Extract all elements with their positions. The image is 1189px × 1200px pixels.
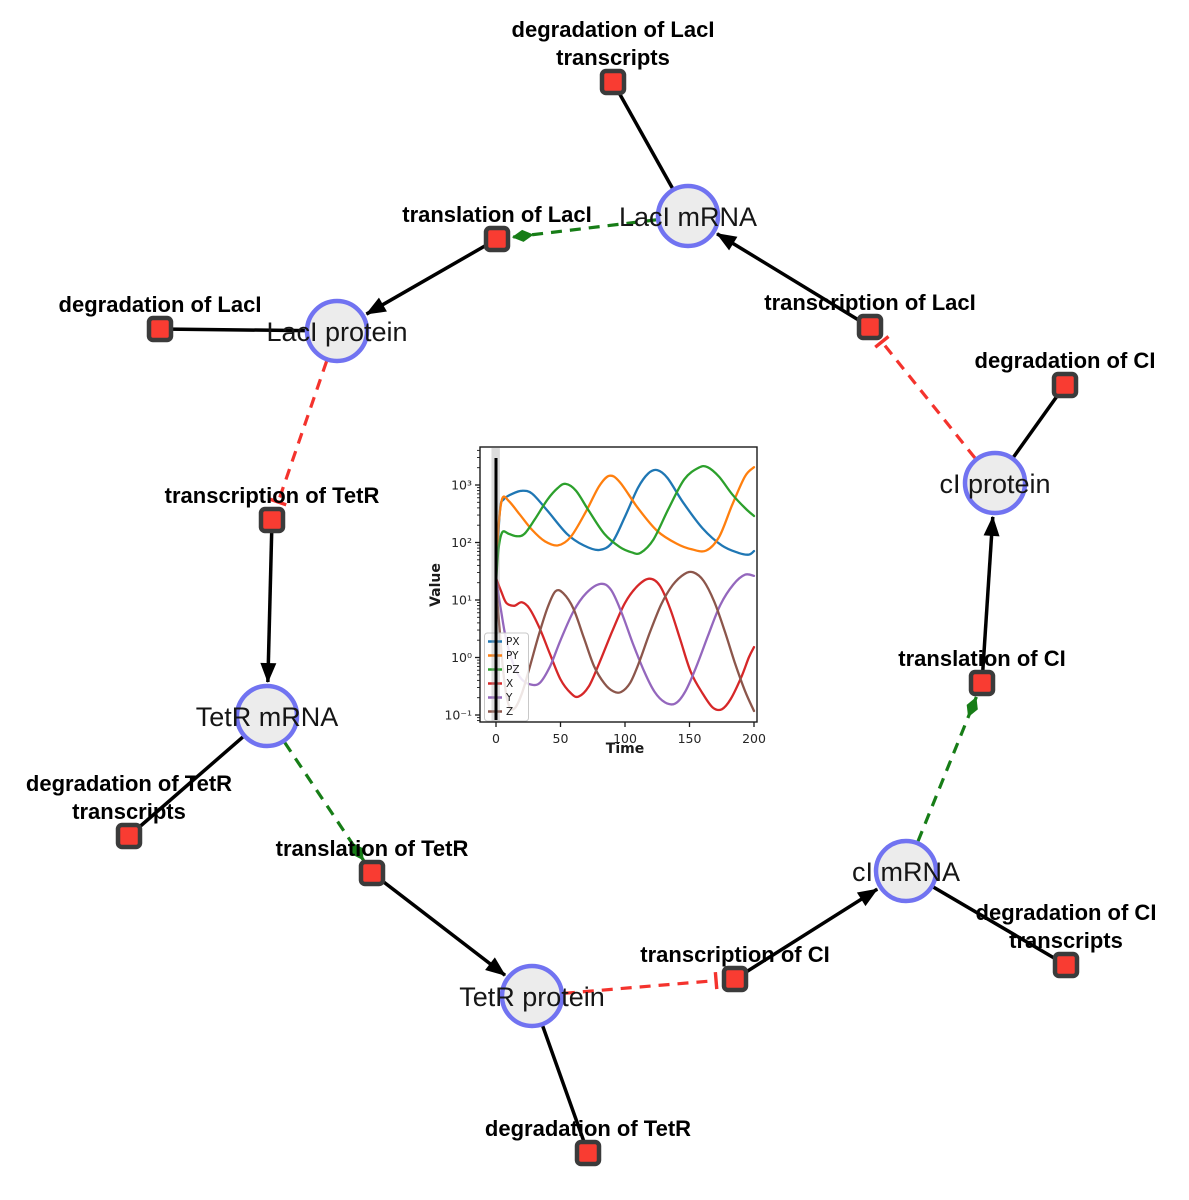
reaction-label-deg_LacI_tx-line0: degradation of LacI <box>512 17 715 42</box>
nodes-layer <box>115 68 1080 1167</box>
edge-inhibition-TetR_protein-tx_CI <box>563 971 719 995</box>
edge-production-transl_TetR-TetR_protein <box>370 871 507 977</box>
reaction-node-transl_LacI[interactable] <box>483 225 511 253</box>
chart-series-X <box>494 576 756 712</box>
reaction-label-tx_LacI-line0: transcription of LacI <box>764 290 975 315</box>
y-tick-label: 10⁻¹ <box>444 708 472 723</box>
chart-series-PY <box>494 466 756 582</box>
y-axis-title: Value <box>428 563 444 607</box>
reaction-label-transl_CI-line0: translation of CI <box>898 646 1065 671</box>
reaction-node-transl_CI[interactable] <box>968 669 996 697</box>
species-label-cI_protein: cI protein <box>939 469 1050 499</box>
legend-label-PZ: PZ <box>506 664 520 676</box>
reaction-node-tx_LacI[interactable] <box>856 313 884 341</box>
edges-layer <box>127 81 1067 1154</box>
chart-series-Z <box>494 570 756 713</box>
reaction-label-deg_CI_tx-line1: transcripts <box>1009 928 1123 953</box>
x-tick-label: 50 <box>553 731 569 746</box>
inset-chart: PX PY PZ XYZ 0 50 100 150 200 10³ 10² 10¹ 10⁰ 10⁻¹ Tim… <box>428 446 766 757</box>
y-tick-label: 10⁰ <box>451 650 472 665</box>
species-node-LacI_protein[interactable] <box>304 298 370 364</box>
reaction-node-tx_TetR[interactable] <box>258 506 286 534</box>
legend-label-Y: Y <box>505 692 513 704</box>
chart-plot-area <box>494 464 756 713</box>
species-label-LacI_protein: LacI protein <box>266 317 407 347</box>
reaction-node-transl_TetR[interactable] <box>358 859 386 887</box>
y-tick-label: 10³ <box>451 478 472 493</box>
x-tick-label: 0 <box>492 731 500 746</box>
y-tick-label: 10² <box>451 535 472 550</box>
reaction-node-deg_CI[interactable] <box>1051 371 1079 399</box>
chart-legend: PX PY PZ XYZ <box>484 632 529 722</box>
reaction-label-deg_CI_tx-line0: degradation of CI <box>976 900 1157 925</box>
legend-label-X: X <box>506 678 513 690</box>
x-tick-label: 200 <box>742 731 766 746</box>
species-label-TetR_mRNA: TetR mRNA <box>196 702 339 732</box>
chart-series-PX <box>494 468 756 582</box>
x-tick-label: 100 <box>613 731 637 746</box>
species-node-cI_mRNA[interactable] <box>873 838 939 904</box>
legend-label-PX: PX <box>506 636 520 648</box>
reaction-node-deg_LacI_tx[interactable] <box>599 68 627 96</box>
reaction-label-deg_TetR-line0: degradation of TetR <box>485 1116 691 1141</box>
edge-production-transl_LacI-LacI_protein <box>365 237 498 316</box>
legend-label-Z: Z <box>506 706 513 718</box>
species-node-cI_protein[interactable] <box>962 450 1028 516</box>
edge-production-tx_CI-cI_mRNA <box>734 887 879 981</box>
species-label-TetR_protein: TetR protein <box>459 982 605 1012</box>
edge-inhibition-cI_protein-tx_LacI <box>874 335 977 460</box>
reaction-label-transl_TetR-line0: translation of TetR <box>276 836 469 861</box>
reaction-label-deg_CI-line0: degradation of CI <box>975 348 1156 373</box>
reaction-label-deg_TetR_tx-line1: transcripts <box>72 799 186 824</box>
edge-modifier-TetR_mRNA-transl_TetR <box>283 741 365 862</box>
edge-inhibition-LacI_protein-tx_TetR <box>269 360 329 507</box>
reaction-node-deg_TetR_tx[interactable] <box>115 822 143 850</box>
reaction-node-deg_TetR[interactable] <box>574 1139 602 1167</box>
reaction-label-deg_LacI_tx-line1: transcripts <box>556 45 670 70</box>
chart-series-PZ <box>494 464 756 584</box>
chart-spines <box>479 446 758 723</box>
edge-production-transl_CI-cI_protein <box>980 515 1000 684</box>
reaction-node-deg_LacI[interactable] <box>146 315 174 343</box>
species-label-cI_mRNA: cI mRNA <box>852 857 960 887</box>
species-node-TetR_mRNA[interactable] <box>234 683 300 749</box>
species-node-LacI_mRNA[interactable] <box>655 183 721 249</box>
reaction-label-tx_TetR-line0: transcription of TetR <box>165 483 380 508</box>
species-label-LacI_mRNA: LacI mRNA <box>619 202 757 232</box>
reaction-label-deg_LacI-line0: degradation of LacI <box>59 292 262 317</box>
legend-label-PY: PY <box>506 650 519 662</box>
x-axis-title: Time <box>606 741 644 757</box>
species-node-TetR_protein[interactable] <box>499 963 565 1029</box>
edge-modifier-LacI_mRNA-transl_LacI <box>511 218 657 242</box>
x-tick-label: 150 <box>678 731 702 746</box>
reaction-label-tx_CI-line0: transcription of CI <box>640 942 829 967</box>
reaction-node-deg_CI_tx[interactable] <box>1052 951 1080 979</box>
edge-production-tx_TetR-TetR_mRNA <box>260 519 277 684</box>
edge-modifier-cI_mRNA-transl_CI <box>916 696 978 842</box>
reaction-label-transl_LacI-line0: translation of LacI <box>402 202 591 227</box>
y-tick-label: 10¹ <box>451 593 472 608</box>
edge-production-tx_LacI-LacI_mRNA <box>716 232 871 329</box>
chart-series-Y <box>494 573 756 706</box>
labels-layer: LacI mRNA LacI protein TetR mRNA TetR prote… <box>26 17 1157 1141</box>
reaction-node-tx_CI[interactable] <box>721 965 749 993</box>
reaction-label-deg_TetR_tx-line0: degradation of TetR <box>26 771 232 796</box>
